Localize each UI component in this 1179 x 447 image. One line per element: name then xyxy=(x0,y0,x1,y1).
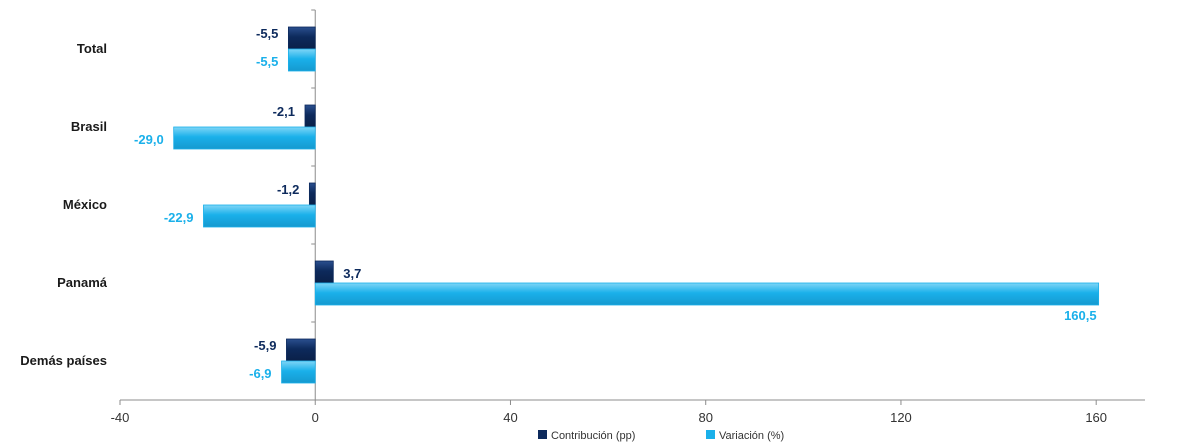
bar-variacion xyxy=(173,126,316,150)
x-tick-label: 120 xyxy=(890,410,912,425)
category-label: México xyxy=(63,197,107,212)
data-label: -5,5 xyxy=(256,54,278,69)
bar-variacion xyxy=(203,204,316,228)
data-label: -5,9 xyxy=(254,338,276,353)
value-labels-layer: -5,5 -5,5 -2,1 -29,0 -1,2 -22,9 3,7 160,5 -5,9 -6… xyxy=(134,26,1097,381)
legend-swatch-variacion xyxy=(706,430,715,439)
data-label: 160,5 xyxy=(1064,308,1097,323)
legend-label: Variación (%) xyxy=(719,430,784,442)
category-label: Total xyxy=(77,41,107,56)
data-label: -29,0 xyxy=(134,132,164,147)
x-axis: -40 0 40 80 120 160 xyxy=(111,399,1145,425)
bar-contribucion xyxy=(286,338,316,362)
bar-contribucion xyxy=(314,260,334,284)
x-tick-label: 160 xyxy=(1085,410,1107,425)
data-label: -1,2 xyxy=(277,182,299,197)
legend-label: Contribución (pp) xyxy=(551,430,635,442)
data-label: -6,9 xyxy=(249,366,271,381)
bar-contribucion xyxy=(287,26,316,50)
bars-layer xyxy=(173,26,1100,384)
x-tick-label: 40 xyxy=(503,410,517,425)
bar-contribucion xyxy=(308,182,316,206)
bar-variacion xyxy=(287,48,316,72)
bar-contribucion xyxy=(304,104,316,128)
bar-variacion xyxy=(281,360,316,384)
legend: Contribución (pp) Variación (%) xyxy=(538,430,784,442)
x-tick-label: 0 xyxy=(312,410,319,425)
data-label: -2,1 xyxy=(273,104,295,119)
category-label: Demás países xyxy=(20,353,107,368)
legend-swatch-contribucion xyxy=(538,430,547,439)
category-label: Panamá xyxy=(57,275,108,290)
x-tick-label: -40 xyxy=(111,410,130,425)
data-label: 3,7 xyxy=(343,266,361,281)
x-tick-label: 80 xyxy=(698,410,712,425)
bar-variacion xyxy=(314,282,1100,306)
data-label: -5,5 xyxy=(256,26,278,41)
data-label: -22,9 xyxy=(164,210,194,225)
category-labels-layer: Total Brasil México Panamá Demás países xyxy=(20,41,107,368)
category-label: Brasil xyxy=(71,119,107,134)
